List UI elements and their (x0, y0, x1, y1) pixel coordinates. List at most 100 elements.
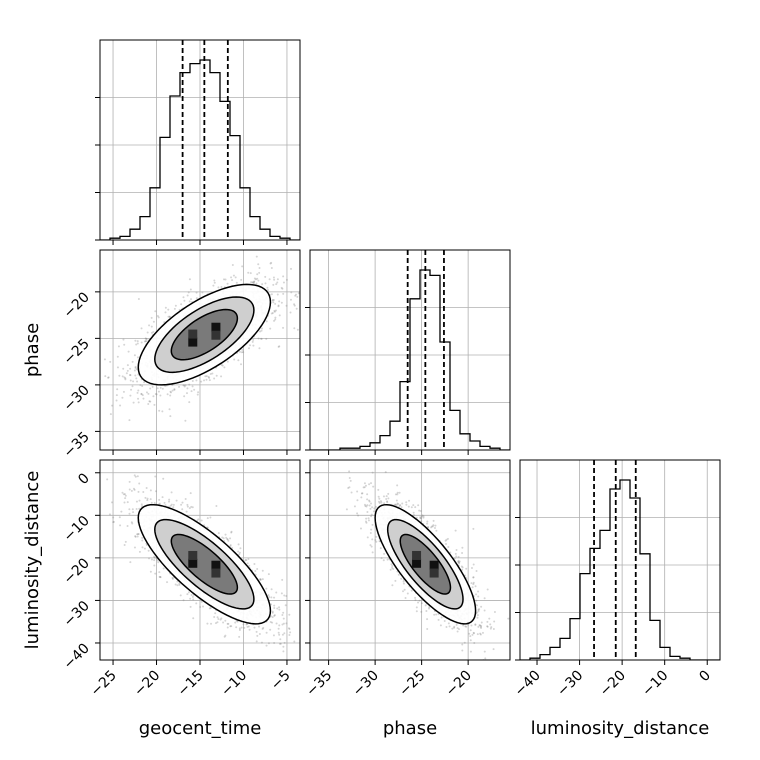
scatter-point (238, 627, 241, 630)
scatter-point (281, 633, 284, 636)
scatter-point (130, 388, 133, 391)
scatter-point (278, 633, 281, 636)
scatter-point (178, 583, 181, 586)
scatter-point (94, 417, 96, 419)
scatter-point (174, 583, 177, 586)
scatter-point (240, 278, 243, 281)
scatter-point (142, 490, 145, 493)
scatter-point (269, 262, 272, 265)
scatter-point (176, 584, 179, 587)
scatter-point (219, 618, 222, 621)
scatter-point (271, 611, 274, 614)
scatter-point (190, 505, 193, 508)
scatter-point (253, 280, 256, 283)
scatter-point (224, 278, 227, 281)
scatter-point (276, 293, 279, 296)
scatter-point (196, 393, 199, 396)
scatter-point (399, 504, 402, 507)
panel-frame (309, 249, 511, 451)
scatter-point (486, 588, 489, 591)
scatter-point (185, 392, 188, 395)
scatter-point (281, 623, 284, 626)
scatter-point (132, 401, 135, 404)
scatter-point (129, 367, 132, 370)
panel-content (100, 460, 300, 660)
scatter-point (188, 300, 191, 303)
scatter-point (254, 278, 257, 281)
scatter-point (145, 543, 148, 546)
scatter-point (156, 559, 159, 562)
scatter-point (428, 606, 431, 609)
scatter-point (271, 312, 274, 315)
scatter-point (111, 404, 114, 407)
scatter-point (220, 285, 223, 288)
scatter-point (425, 610, 428, 613)
scatter-point (162, 567, 165, 570)
scatter-point (136, 391, 139, 394)
scatter-point (136, 475, 139, 478)
scatter-point (120, 510, 123, 513)
scatter-point (141, 385, 144, 388)
scatter-point (139, 384, 142, 387)
scatter-point (308, 267, 310, 269)
scatter-point (457, 560, 460, 563)
scatter-point (206, 622, 209, 625)
scatter-point (270, 312, 273, 315)
scatter-point (293, 327, 296, 330)
scatter-point (148, 324, 151, 327)
scatter-point (146, 497, 149, 500)
scatter-point (267, 573, 270, 576)
scatter-point (131, 385, 134, 388)
scatter-point (136, 533, 139, 536)
scatter-point (447, 622, 450, 625)
scatter-point (237, 550, 240, 553)
scatter-point (282, 645, 285, 648)
scatter-point (135, 508, 138, 511)
scatter-point (121, 491, 124, 494)
scatter-point (514, 640, 516, 642)
scatter-point (124, 540, 127, 543)
scatter-point (269, 327, 272, 330)
scatter-point (164, 311, 167, 314)
scatter-point (396, 502, 399, 505)
scatter-point (279, 642, 282, 645)
scatter-point (237, 359, 240, 362)
scatter-point (227, 539, 230, 542)
scatter-point (138, 482, 141, 485)
scatter-point (209, 606, 212, 609)
density-cell (211, 560, 221, 570)
scatter-point (265, 644, 268, 647)
scatter-point (236, 620, 239, 623)
scatter-point (92, 349, 94, 351)
scatter-point (272, 283, 275, 286)
scatter-point (195, 297, 198, 300)
scatter-point (138, 507, 141, 510)
scatter-point (169, 394, 172, 397)
scatter-point (189, 605, 192, 608)
scatter-point (230, 625, 233, 628)
scatter-point (264, 275, 267, 278)
scatter-point (231, 264, 234, 267)
density-core (188, 550, 221, 578)
scatter-point (443, 619, 446, 622)
scatter-point (258, 347, 261, 350)
scatter-point (273, 614, 276, 617)
scatter-point (470, 567, 473, 570)
scatter-point (150, 331, 153, 334)
scatter-point (273, 614, 276, 617)
scatter-point (133, 546, 136, 549)
scatter-point (197, 391, 200, 394)
scatter-point (140, 327, 143, 330)
scatter-point (360, 492, 363, 495)
scatter-point (159, 576, 162, 579)
scatter-point (265, 587, 268, 590)
scatter-point (137, 533, 140, 536)
scatter-point (134, 339, 137, 342)
scatter-point (249, 272, 252, 275)
scatter-point (256, 634, 259, 637)
density-cell (188, 558, 198, 568)
scatter-point (272, 298, 275, 301)
scatter-point (134, 535, 137, 538)
scatter-point (273, 642, 276, 645)
scatter-point (226, 360, 229, 363)
